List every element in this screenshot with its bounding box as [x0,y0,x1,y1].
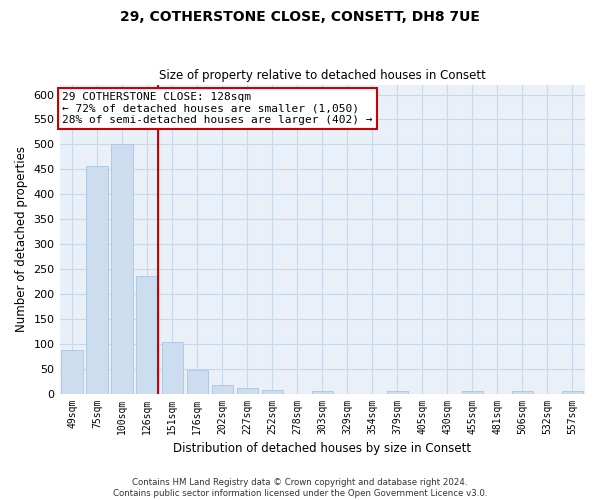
Bar [387,391,408,394]
X-axis label: Distribution of detached houses by size in Consett: Distribution of detached houses by size … [173,442,472,455]
Bar [262,390,283,394]
Title: Size of property relative to detached houses in Consett: Size of property relative to detached ho… [159,69,486,82]
Y-axis label: Number of detached properties: Number of detached properties [15,146,28,332]
Bar [86,166,108,394]
Bar [136,276,158,394]
Text: Contains HM Land Registry data © Crown copyright and database right 2024.
Contai: Contains HM Land Registry data © Crown c… [113,478,487,498]
Bar [462,391,483,394]
Bar [512,391,533,394]
Bar [562,391,583,394]
Bar [112,144,133,394]
Text: 29 COTHERSTONE CLOSE: 128sqm
← 72% of detached houses are smaller (1,050)
28% of: 29 COTHERSTONE CLOSE: 128sqm ← 72% of de… [62,92,373,126]
Text: 29, COTHERSTONE CLOSE, CONSETT, DH8 7UE: 29, COTHERSTONE CLOSE, CONSETT, DH8 7UE [120,10,480,24]
Bar [187,370,208,394]
Bar [236,388,258,394]
Bar [212,384,233,394]
Bar [161,342,183,394]
Bar [311,391,333,394]
Bar [61,350,83,394]
